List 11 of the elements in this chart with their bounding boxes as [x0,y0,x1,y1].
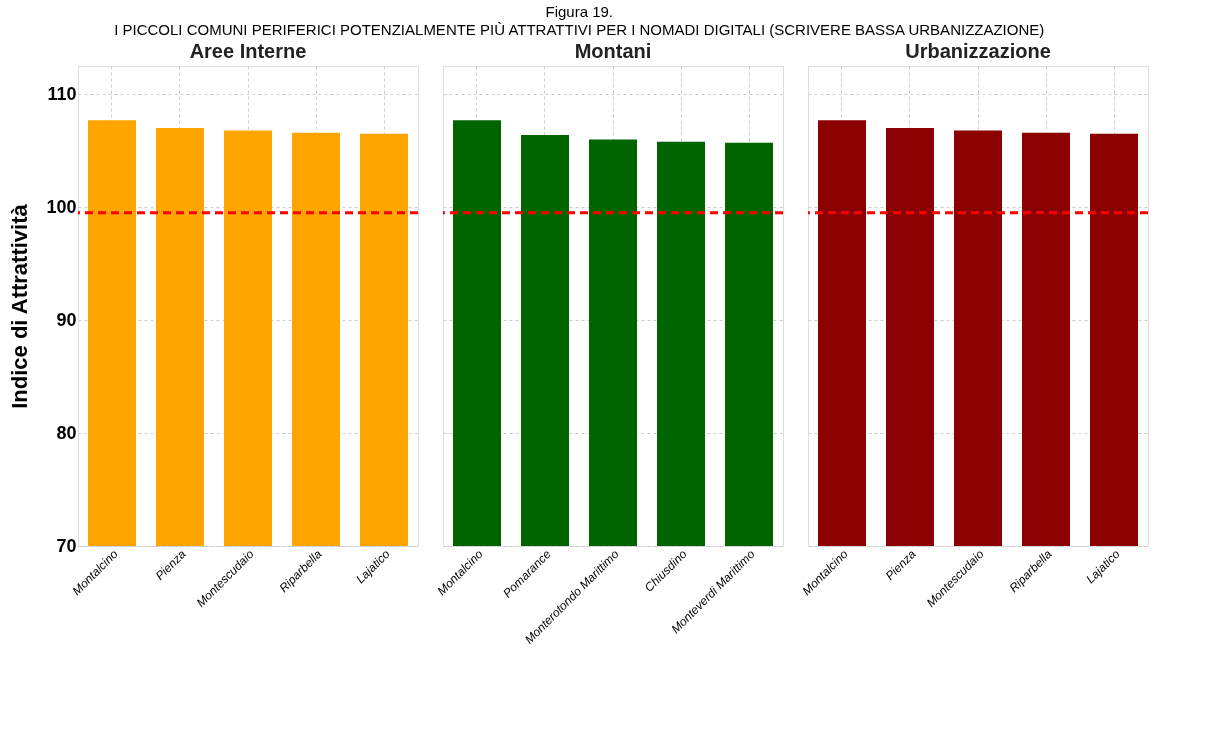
y-tick-label: 110 [47,83,77,104]
chart-title: Montani [574,40,652,62]
y-tick-label: 80 [56,422,77,443]
y-tick-label: 90 [56,309,77,330]
y-tick-label: 70 [56,535,77,556]
text: Figura 19. [545,2,614,20]
y-axis-title: Indice di Attrattività [7,203,33,409]
chart-title: Aree Interne [189,40,307,62]
chart-title: Urbanizzazione [905,40,1051,62]
text: I PICCOLI COMUNI PERIFERICI POTENZIALMENTE PIÙ ATTRATTIVI PER I NOMADI DIGITALI (SCRIVERE BASSA URBANIZZAZIONE) [114,20,1045,38]
y-tick-label: 100 [46,196,77,217]
